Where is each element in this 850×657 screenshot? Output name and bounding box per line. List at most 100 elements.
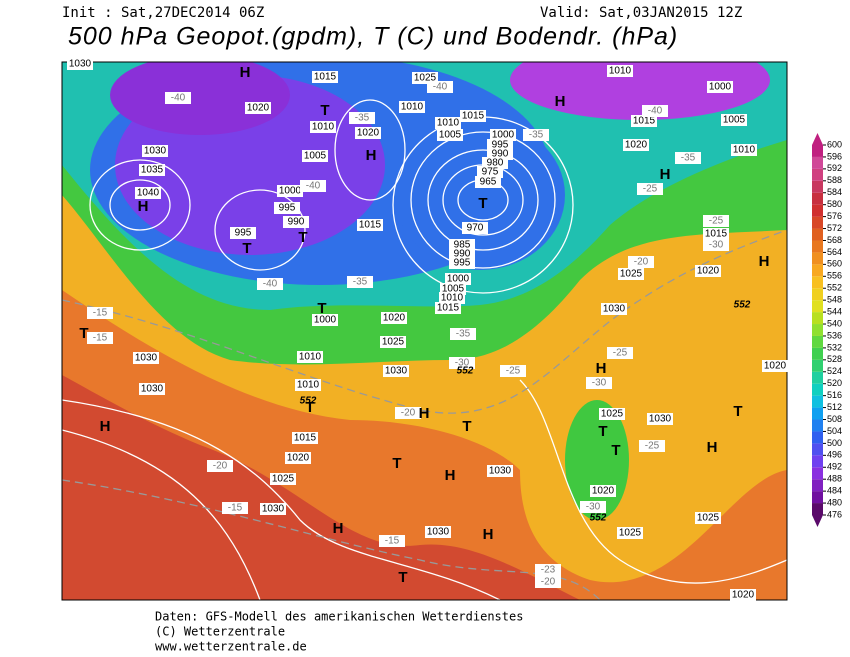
isobar-label: 1015 bbox=[633, 116, 656, 127]
label-box bbox=[302, 150, 328, 162]
temperature-label: -35 bbox=[456, 329, 471, 340]
temperature-label: -20 bbox=[541, 577, 556, 588]
label-box bbox=[310, 121, 336, 133]
label-box bbox=[607, 65, 633, 77]
colorbar-tick-label: 516 bbox=[827, 390, 842, 400]
label-box bbox=[695, 265, 721, 277]
label-box bbox=[142, 145, 168, 157]
height-label: 552 bbox=[734, 300, 751, 311]
colorbar-segment bbox=[812, 276, 823, 289]
isobar-label: 1030 bbox=[262, 504, 285, 515]
pressure-center: H bbox=[138, 198, 149, 215]
label-box bbox=[580, 501, 606, 513]
isobar-label: 1015 bbox=[705, 229, 728, 240]
pressure-center: H bbox=[660, 166, 671, 183]
colorbar-tick-label: 584 bbox=[827, 187, 842, 197]
colorbar-segment bbox=[812, 312, 823, 325]
colorbar-segment bbox=[812, 204, 823, 217]
colorbar-segment bbox=[812, 168, 823, 181]
field-magenta bbox=[510, 62, 770, 120]
isobar-label: 1035 bbox=[141, 165, 164, 176]
label-box bbox=[67, 58, 93, 70]
isobar-label: 990 bbox=[454, 249, 471, 260]
map-field bbox=[62, 62, 787, 600]
colorbar-tick-label: 476 bbox=[827, 509, 842, 519]
map-title: 500 hPa Geopot.(gpdm), T (C) und Bodendr… bbox=[68, 23, 678, 51]
label-box bbox=[449, 257, 475, 269]
colorbar-tick-label: 504 bbox=[827, 426, 842, 436]
label-box bbox=[462, 222, 488, 234]
temperature-label: -40 bbox=[433, 82, 448, 93]
label-box bbox=[523, 129, 549, 141]
isobar-label: 995 bbox=[454, 258, 471, 269]
label-box bbox=[642, 105, 668, 117]
label-box bbox=[139, 164, 165, 176]
colorbar-segment bbox=[812, 503, 823, 515]
label-box bbox=[312, 71, 338, 83]
label-box bbox=[618, 268, 644, 280]
label-box bbox=[379, 535, 405, 547]
pressure-center: T bbox=[392, 455, 401, 472]
isobar-label: 1025 bbox=[414, 73, 437, 84]
label-box bbox=[487, 465, 513, 477]
temperature-label: -15 bbox=[93, 333, 108, 344]
label-box bbox=[355, 127, 381, 139]
label-box bbox=[435, 117, 461, 129]
colorbar-tick-label: 556 bbox=[827, 271, 842, 281]
pressure-center: H bbox=[419, 405, 430, 422]
label-box bbox=[730, 589, 756, 601]
colorbar-tick-label: 544 bbox=[827, 306, 842, 316]
colorbar-segment bbox=[812, 491, 823, 504]
colorbar-segment bbox=[812, 300, 823, 313]
label-box bbox=[222, 502, 248, 514]
colorbar-segment bbox=[812, 288, 823, 301]
isobar-label: 1010 bbox=[312, 122, 335, 133]
isobar-label: 1015 bbox=[294, 433, 317, 444]
temperature-label: -20 bbox=[213, 461, 228, 472]
pressure-center: H bbox=[707, 439, 718, 456]
pressure-center: T bbox=[320, 102, 329, 119]
isobar-label: 990 bbox=[492, 149, 509, 160]
temperature-label: -25 bbox=[645, 441, 660, 452]
label-box bbox=[703, 215, 729, 227]
colorbar-segment bbox=[812, 479, 823, 492]
pressure-center: H bbox=[333, 520, 344, 537]
valid-time: Valid: Sat,03JAN2015 12Z bbox=[540, 5, 742, 21]
label-box bbox=[535, 576, 561, 588]
label-box bbox=[312, 314, 338, 326]
label-box bbox=[500, 365, 526, 377]
colorbar-segment bbox=[812, 264, 823, 277]
isobar-label: 1010 bbox=[437, 118, 460, 129]
height-label: 552 bbox=[457, 366, 474, 377]
temperature-label: -20 bbox=[401, 408, 416, 419]
isobar-label: 1000 bbox=[314, 315, 337, 326]
pressure-center: T bbox=[598, 423, 607, 440]
colorbar-segment bbox=[812, 240, 823, 253]
isobar-label: 1030 bbox=[603, 304, 626, 315]
label-box bbox=[721, 114, 747, 126]
label-box bbox=[245, 102, 271, 114]
label-box bbox=[450, 328, 476, 340]
field-purple-north bbox=[110, 62, 290, 135]
label-box bbox=[133, 352, 159, 364]
colorbar-tick-label: 564 bbox=[827, 247, 842, 257]
colorbar-tick-label: 528 bbox=[827, 354, 842, 364]
temperature-label: -30 bbox=[709, 240, 724, 251]
colorbar-tick-label: 520 bbox=[827, 378, 842, 388]
isobar-label: 1020 bbox=[357, 128, 380, 139]
label-box bbox=[274, 202, 300, 214]
label-box bbox=[599, 408, 625, 420]
height-label: 552 bbox=[590, 513, 607, 524]
temperature-label: -15 bbox=[93, 308, 108, 319]
colorbar-tick-label: 588 bbox=[827, 175, 842, 185]
label-box bbox=[300, 180, 326, 192]
colorbar-tick-label: 524 bbox=[827, 366, 842, 376]
colorbar-tick-label: 500 bbox=[827, 438, 842, 448]
pressure-center: H bbox=[596, 360, 607, 377]
label-box bbox=[762, 360, 788, 372]
colorbar-segment bbox=[812, 228, 823, 241]
init-time: Init : Sat,27DEC2014 06Z bbox=[62, 5, 264, 21]
label-box bbox=[349, 112, 375, 124]
colorbar-tick-label: 596 bbox=[827, 151, 842, 161]
